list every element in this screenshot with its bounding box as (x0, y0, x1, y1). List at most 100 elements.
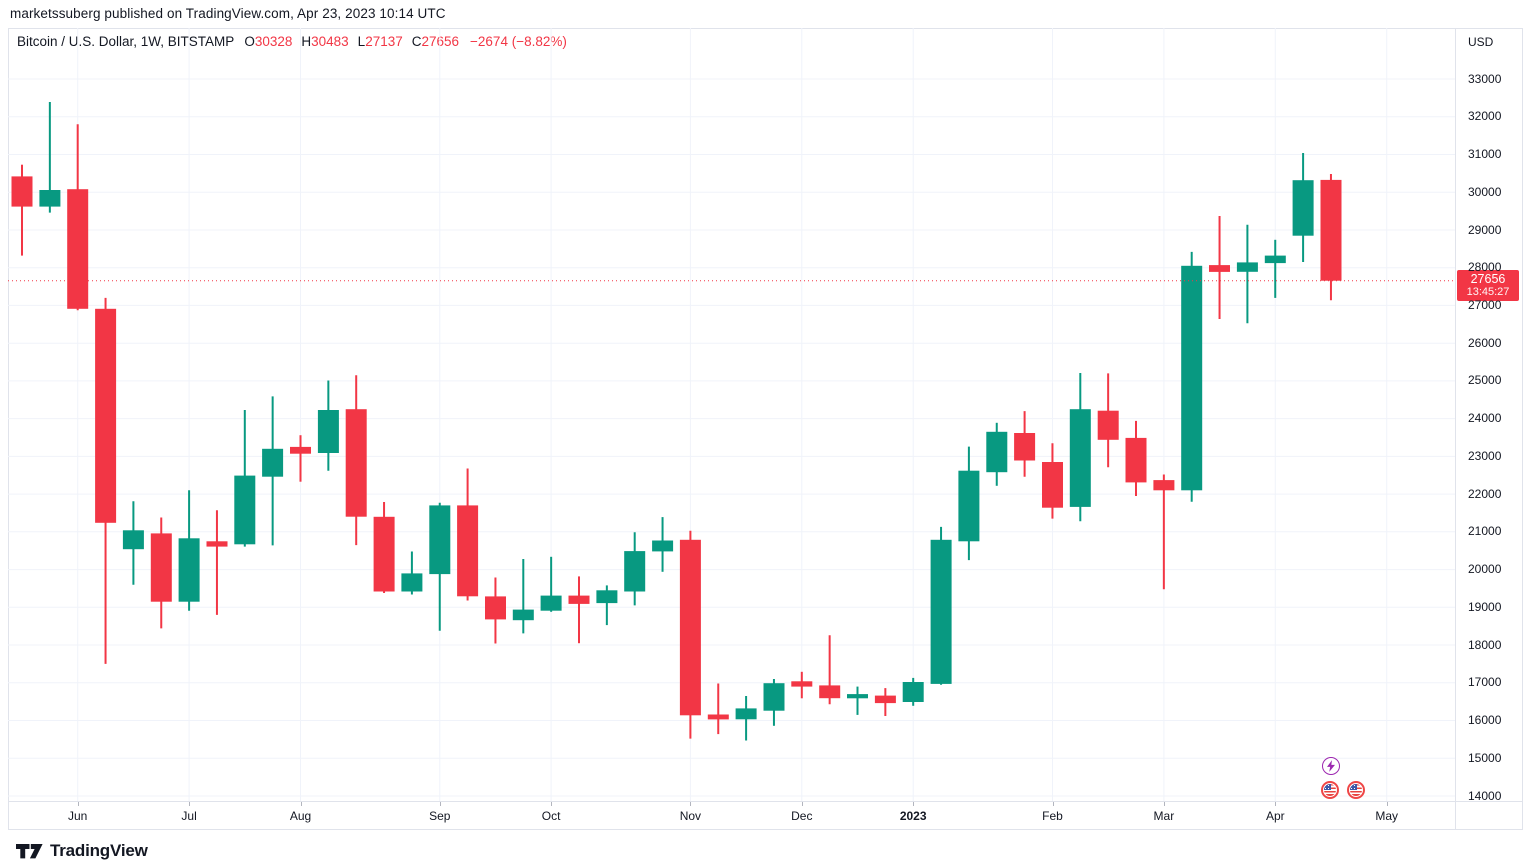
candle (735, 708, 757, 720)
change-value: −2674 (−8.82%) (470, 34, 567, 49)
candles-group (11, 102, 1342, 741)
candle (679, 539, 701, 716)
candle (540, 595, 562, 611)
candle (1181, 265, 1203, 491)
month-tick (801, 802, 803, 806)
month-label-nov: Nov (679, 809, 702, 823)
tradingview-logo[interactable]: TradingView (16, 841, 148, 861)
candle (178, 538, 200, 602)
candle (262, 448, 284, 477)
time-scale[interactable]: Jun Jul Aug Sep Oct Nov Dec 2023 Feb Mar Apr May (8, 802, 1522, 829)
candle (485, 596, 506, 620)
month-label-aug: Aug (289, 809, 312, 823)
candle (1292, 180, 1314, 236)
month-tick (439, 802, 441, 806)
last-price: 27656 (1470, 271, 1506, 286)
candle (373, 516, 395, 592)
candle (986, 431, 1008, 473)
candle (819, 685, 841, 699)
price-scale[interactable]: USD 27656 13:45:27 33000 32000 31000 30000 2… (1456, 28, 1522, 803)
price-tick-label: 23000 (1468, 448, 1502, 463)
currency-label: USD (1468, 35, 1494, 49)
us-flag-event-icon[interactable] (1347, 781, 1365, 799)
last-price-badge: 27656 13:45:27 (1457, 269, 1519, 301)
us-flag-image (1350, 784, 1362, 796)
us-flag-event-icon[interactable] (1321, 781, 1339, 799)
tradingview-logo-text: TradingView (50, 841, 148, 860)
month-tick (300, 802, 302, 806)
chart-border-top (8, 28, 1522, 29)
month-tick (189, 802, 191, 806)
candle (317, 410, 339, 453)
month-tick (690, 802, 692, 806)
candle (234, 475, 256, 545)
candle (568, 595, 590, 604)
grid-vertical (77, 28, 1388, 801)
month-label-mar: Mar (1153, 809, 1175, 823)
price-tick-label: 20000 (1468, 562, 1502, 577)
price-tick-label: 24000 (1468, 411, 1502, 426)
month-tick (1163, 802, 1165, 806)
chart-border-right (1522, 28, 1523, 830)
month-label-sep: Sep (429, 809, 451, 823)
month-label-feb: Feb (1042, 809, 1063, 823)
candle (1069, 409, 1091, 507)
candle (512, 609, 534, 621)
candle (39, 190, 61, 207)
candle (122, 530, 144, 550)
month-tick (1275, 802, 1277, 806)
chart-border-bottom (8, 829, 1522, 830)
month-tick (551, 802, 553, 806)
candle (401, 573, 423, 592)
candle (958, 470, 980, 542)
price-tick-label: 21000 (1468, 524, 1502, 539)
price-tick-label: 15000 (1468, 750, 1502, 765)
candle (1320, 179, 1342, 281)
candle (930, 539, 952, 684)
price-tick-label: 17000 (1468, 675, 1502, 690)
price-tick-label: 33000 (1468, 71, 1502, 86)
time-scale-separator (8, 801, 1522, 802)
bar-close-countdown: 13:45:27 (1466, 285, 1510, 298)
month-tick (77, 802, 79, 806)
us-flag-image (1324, 784, 1336, 796)
month-tick (913, 802, 915, 806)
published-line: marketssuberg published on TradingView.c… (10, 6, 446, 21)
grid-horizontal (8, 78, 1455, 797)
candle (652, 540, 674, 552)
symbol-title[interactable]: Bitcoin / U.S. Dollar, 1W, BITSTAMP (17, 34, 235, 49)
price-tick-label: 18000 (1468, 637, 1502, 652)
candle (429, 505, 451, 575)
month-tick (1386, 802, 1388, 806)
candle (150, 533, 172, 602)
candle (596, 590, 618, 604)
candlestick-canvas[interactable] (8, 28, 1455, 801)
price-tick-label: 16000 (1468, 713, 1502, 727)
price-tick-label: 26000 (1468, 335, 1502, 350)
candle (290, 446, 311, 454)
candle (874, 695, 896, 704)
candle (1097, 410, 1119, 440)
price-tick-label: 31000 (1468, 147, 1502, 161)
ohlc-low: L27137 (357, 34, 403, 49)
candle (1153, 480, 1175, 491)
lightning-icon (1327, 760, 1335, 772)
candle (1209, 265, 1230, 272)
price-scale-separator (1455, 28, 1456, 830)
candle (791, 681, 813, 687)
economic-event-icon[interactable] (1322, 757, 1340, 775)
month-label-oct: Oct (541, 809, 561, 823)
candle (1236, 262, 1258, 272)
tradingview-logo-icon (16, 843, 43, 858)
price-tick-label: 30000 (1468, 184, 1502, 199)
month-label-jun: Jun (68, 809, 88, 823)
price-tick-label: 14000 (1468, 788, 1502, 803)
candle (763, 683, 785, 711)
candle (847, 694, 868, 699)
symbol-legend[interactable]: Bitcoin / U.S. Dollar, 1W, BITSTAMP O3032… (17, 34, 567, 51)
month-label-jul: Jul (181, 809, 197, 823)
price-tick-label: 25000 (1468, 373, 1502, 388)
candle (1014, 433, 1036, 461)
candle (1264, 255, 1286, 264)
